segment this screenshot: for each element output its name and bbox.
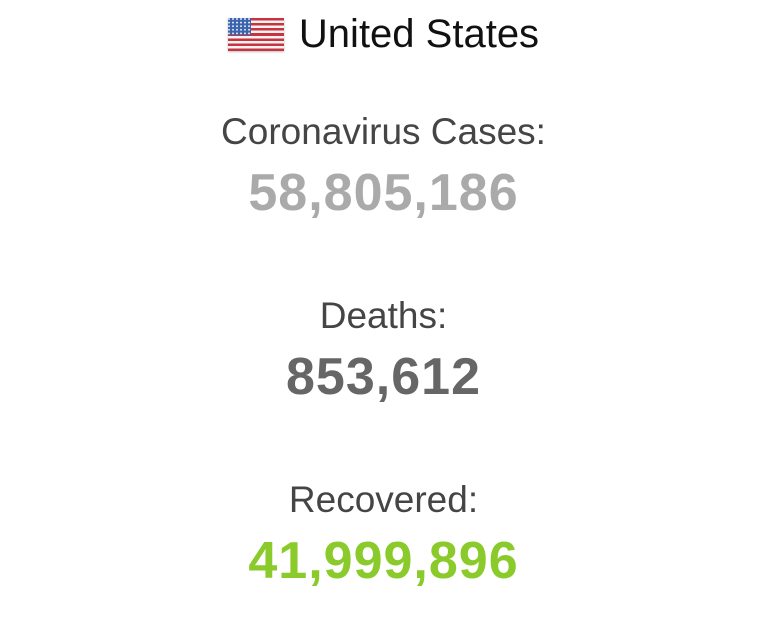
recovered-count: 41,999,896 (248, 532, 519, 590)
cases-section: Coronavirus Cases: 58,805,186 (0, 111, 767, 219)
country-title: United States (298, 12, 540, 56)
deaths-label: Deaths: (319, 295, 448, 336)
coronavirus-country-page: United States Coronavirus Cases: 58,805,… (0, 13, 767, 587)
recovered-section: Recovered: 41,999,896 (0, 479, 767, 587)
deaths-count: 853,612 (286, 348, 481, 406)
cases-count: 58,805,186 (248, 164, 519, 222)
recovered-label: Recovered: (288, 479, 479, 520)
country-header: United States (0, 13, 767, 55)
deaths-section: Deaths: 853,612 (0, 295, 767, 403)
us-flag-icon (227, 17, 284, 51)
us-flag-canton (227, 17, 251, 36)
cases-label: Coronavirus Cases: (221, 111, 546, 152)
